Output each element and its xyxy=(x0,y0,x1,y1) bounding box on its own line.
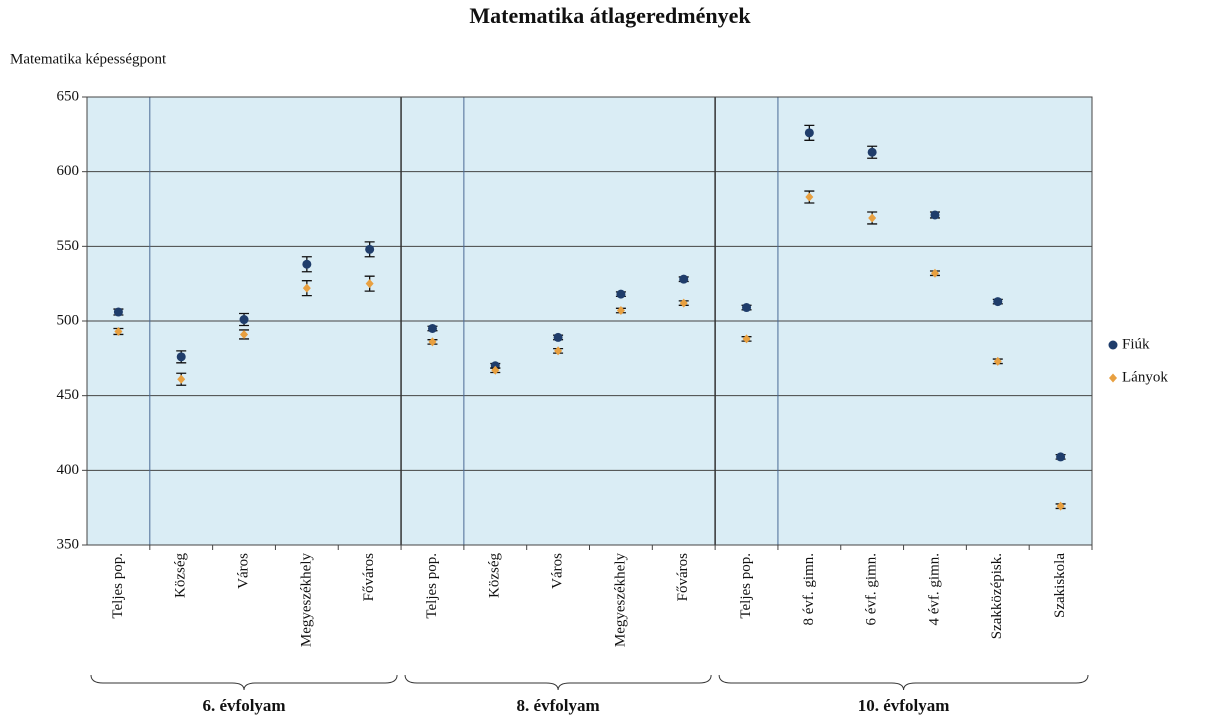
point xyxy=(930,268,939,278)
point xyxy=(679,298,688,308)
point xyxy=(491,365,500,375)
point xyxy=(239,315,249,325)
y-tick-label: 600 xyxy=(57,163,80,179)
y-tick-label: 450 xyxy=(57,387,80,403)
x-tick-label: 4 évf. gimn. xyxy=(926,553,942,626)
x-tick-label: Szakközépisk. xyxy=(989,553,1005,639)
x-tick-label: Teljes pop. xyxy=(110,553,126,619)
point xyxy=(365,244,375,254)
point xyxy=(867,147,877,157)
x-tick-label: 6 évf. gimn. xyxy=(864,553,880,626)
point xyxy=(616,306,625,316)
x-tick-label: Teljes pop. xyxy=(738,553,754,619)
point xyxy=(742,303,752,313)
y-tick-label: 400 xyxy=(57,462,80,478)
point xyxy=(805,192,814,202)
x-tick-label: Megyeszékhely xyxy=(298,553,314,648)
group-brace xyxy=(90,674,398,691)
group-label: 6. évfolyam xyxy=(202,696,285,715)
legend-label: Fiúk xyxy=(1122,336,1150,352)
legend-label: Lányok xyxy=(1122,369,1168,385)
group-label: 10. évfolyam xyxy=(858,696,950,715)
chart-title: Matematika átlageredmények xyxy=(469,3,751,28)
x-tick-label: Község xyxy=(173,553,189,598)
point xyxy=(679,274,689,284)
point xyxy=(993,356,1002,366)
point xyxy=(302,259,312,269)
x-tick-label: Város xyxy=(235,553,251,589)
point xyxy=(868,213,877,223)
y-tick-label: 650 xyxy=(57,88,80,104)
point xyxy=(427,323,437,333)
point xyxy=(1056,501,1065,511)
x-tick-label: Város xyxy=(550,553,566,589)
x-tick-label: Főváros xyxy=(675,553,691,601)
point xyxy=(177,374,186,384)
point xyxy=(365,279,374,289)
point xyxy=(302,283,311,293)
y-axis-label: Matematika képességpont xyxy=(10,51,167,67)
point xyxy=(553,332,563,342)
x-tick-label: Főváros xyxy=(361,553,377,601)
y-tick-label: 350 xyxy=(57,536,80,552)
point xyxy=(1056,452,1066,462)
point xyxy=(616,289,626,299)
point xyxy=(113,307,123,317)
point xyxy=(554,346,563,356)
point xyxy=(804,128,814,138)
point xyxy=(1109,373,1117,383)
y-tick-label: 550 xyxy=(57,238,80,254)
point xyxy=(114,326,123,336)
point xyxy=(1108,340,1118,350)
point xyxy=(176,352,186,362)
point xyxy=(240,329,249,339)
point xyxy=(428,337,437,347)
group-brace xyxy=(404,674,712,691)
point xyxy=(742,334,751,344)
x-tick-label: 8 évf. gimn. xyxy=(801,553,817,626)
x-tick-label: Teljes pop. xyxy=(424,553,440,619)
group-label: 8. évfolyam xyxy=(517,696,600,715)
point xyxy=(993,297,1003,307)
x-tick-label: Megyeszékhely xyxy=(612,553,628,648)
x-tick-label: Község xyxy=(487,553,503,598)
group-brace xyxy=(718,674,1089,691)
y-tick-label: 500 xyxy=(57,312,80,328)
point xyxy=(930,210,940,220)
x-tick-label: Szakiskola xyxy=(1052,553,1068,618)
